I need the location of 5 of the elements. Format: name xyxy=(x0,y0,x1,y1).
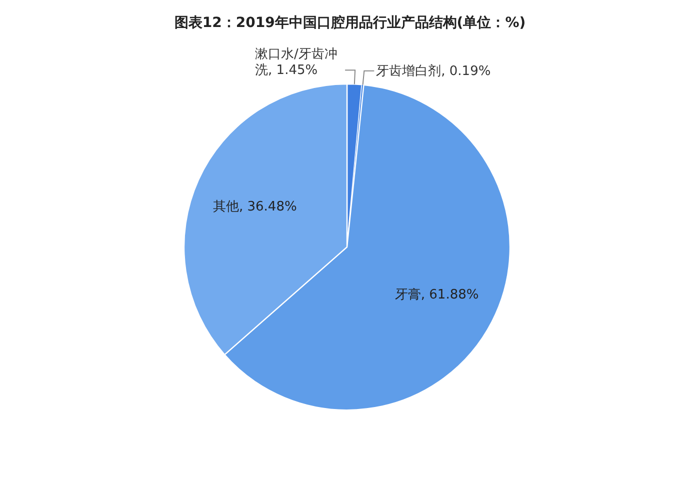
slice-label: 牙齿增白剂, 0.19% xyxy=(376,62,491,79)
slice-label: 漱口水/牙齿冲洗, 1.45% xyxy=(255,47,338,78)
slice-label: 其他, 36.48% xyxy=(213,199,297,214)
slice-label: 牙膏, 61.88% xyxy=(394,287,479,302)
chart-title: 图表12：2019年中国口腔用品行业产品结构(单位：%) xyxy=(174,14,526,31)
